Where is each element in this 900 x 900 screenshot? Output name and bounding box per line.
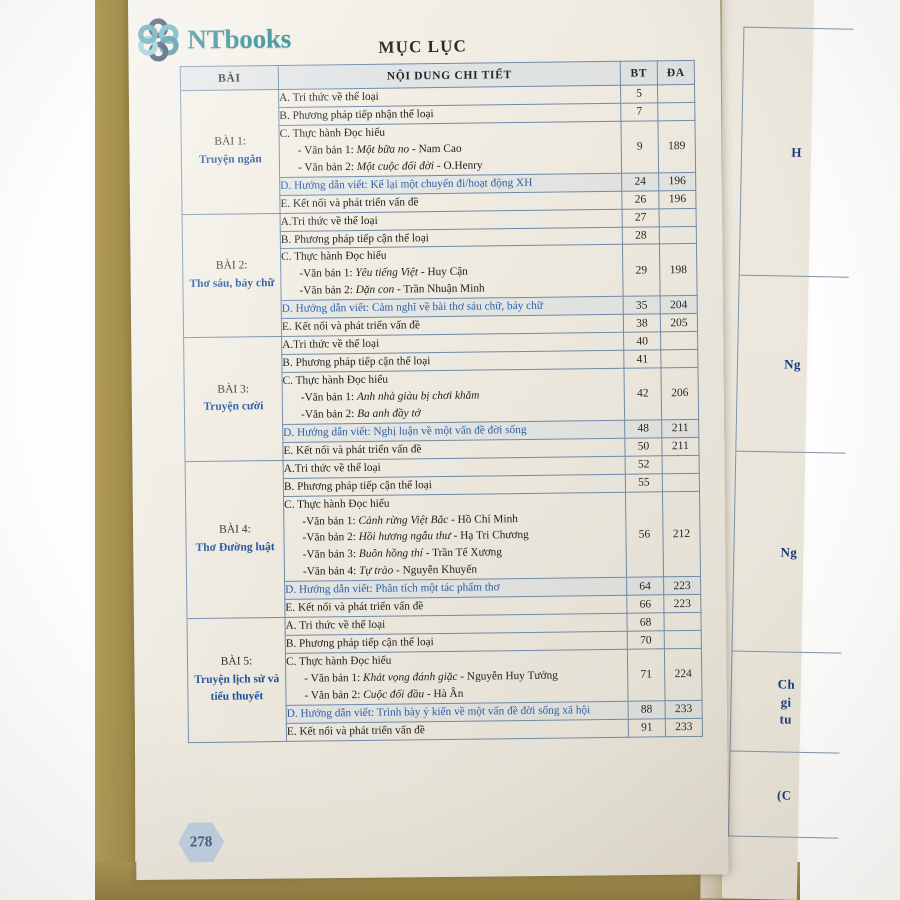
brand-name: NTbooks <box>187 22 292 54</box>
da-page-cell <box>662 455 700 474</box>
da-page-cell: 212 <box>662 490 701 578</box>
da-page-cell <box>664 630 702 649</box>
da-page-cell: 189 <box>657 120 696 173</box>
content-cell: C. Thực hành Đọc hiểu -Văn bản 1: Yêu tiế… <box>280 244 624 301</box>
right-page-fragment-text: Ch gi tu <box>777 676 796 727</box>
right-page-fragment-text: Ng <box>780 544 798 560</box>
bt-page-cell: 42 <box>623 367 662 421</box>
unit-name: Truyện ngắn <box>198 153 262 167</box>
bt-page-cell: 27 <box>622 208 660 227</box>
da-page-cell <box>660 331 698 350</box>
content-cell: C. Thực hành Đọc hiểu -Văn bản 1: Cảnh rừ… <box>283 491 627 582</box>
right-page-fragment-text: (C <box>776 787 792 803</box>
da-page-cell: 223 <box>663 576 701 595</box>
bt-page-cell: 50 <box>624 437 663 456</box>
right-page-fragment-text: Ng <box>784 356 801 372</box>
da-page-cell: 233 <box>665 718 703 737</box>
bt-page-cell: 41 <box>623 349 661 369</box>
brand-logo: NTbooks <box>136 16 292 62</box>
bt-page-cell: 70 <box>627 630 665 650</box>
column-header-bt: BT <box>620 60 658 86</box>
unit-cell: BÀI 5: Truyện lịch sử và tiểu thuyết <box>187 617 287 743</box>
unit-name: Truyện lịch sử và tiểu thuyết <box>194 672 280 704</box>
da-page-cell <box>659 207 697 227</box>
unit-cell: BÀI 4: Thơ Đường luật <box>185 460 285 619</box>
da-page-cell: 224 <box>664 648 703 701</box>
book-page-left: NTbooks MỤC LỤC BÀI NỘI DUNG CHI TIẾT BT… <box>128 0 729 880</box>
content-cell: C. Thực hành Đọc hiểu - Văn bản 1: Khát v… <box>285 649 629 706</box>
da-page-cell <box>660 349 698 368</box>
page-title: MỤC LỤC <box>378 36 468 57</box>
content-cell: E. Kết nối và phát triển vấn đề <box>286 719 629 742</box>
unit-number: BÀI 2: <box>215 259 248 272</box>
bt-page-cell: 66 <box>626 594 664 614</box>
da-page-cell: 196 <box>658 190 697 209</box>
bt-page-cell: 38 <box>623 314 661 333</box>
da-page-cell <box>657 102 695 121</box>
unit-cell: BÀI 3: Truyện cười <box>183 336 284 462</box>
unit-name: Truyện cười <box>203 400 264 414</box>
right-page-row-fragment: H <box>739 27 854 278</box>
da-page-cell: 198 <box>659 243 698 297</box>
bt-page-cell: 88 <box>628 700 666 720</box>
table-body: BÀI 1: Truyện ngắn A. Tri thức về thể loại… <box>180 84 703 743</box>
right-page-table: H Ng Ng Ch gi tu (C <box>727 26 854 840</box>
column-header-bai: BÀI <box>180 65 279 91</box>
bt-page-cell: 40 <box>623 331 661 351</box>
bt-page-cell: 29 <box>622 244 661 297</box>
flower-knot-logo-icon <box>136 18 180 62</box>
da-page-cell: 233 <box>665 700 703 719</box>
unit-number: BÀI 3: <box>217 382 250 396</box>
bt-page-cell: 5 <box>620 84 658 104</box>
da-page-cell: 206 <box>660 367 699 420</box>
bt-page-cell: 52 <box>625 455 663 474</box>
desk-surface-left <box>95 0 135 900</box>
right-page-row-fragment: (C <box>729 752 840 840</box>
da-page-cell: 211 <box>661 437 700 456</box>
bt-page-cell: 35 <box>623 296 661 315</box>
bt-page-cell: 48 <box>624 419 662 439</box>
unit-cell: BÀI 1: Truyện ngắn <box>180 89 281 215</box>
da-page-cell: 204 <box>660 295 698 315</box>
unit-name: Thơ Đường luật <box>195 540 275 554</box>
unit-number: BÀI 5: <box>220 655 253 668</box>
unit-number: BÀI 4: <box>219 523 251 536</box>
right-page-row-fragment: Ng <box>732 451 846 654</box>
bt-page-cell: 71 <box>627 648 666 702</box>
da-page-cell: 223 <box>663 594 701 613</box>
column-header-da: ĐA <box>657 60 695 85</box>
bt-page-cell: 55 <box>625 473 663 492</box>
da-page-cell: 196 <box>658 172 696 191</box>
unit-number: BÀI 1: <box>214 135 247 149</box>
right-page-row-fragment: Ch gi tu <box>730 651 842 754</box>
da-page-cell: 211 <box>661 419 699 438</box>
bt-page-cell: 7 <box>620 102 658 122</box>
bt-page-cell: 56 <box>625 491 664 578</box>
right-page-fragment-text: H <box>791 144 802 160</box>
content-cell: C. Thực hành Đọc hiểu -Văn bản 1: Anh nhà… <box>282 368 625 425</box>
da-page-cell <box>663 612 702 631</box>
bt-page-cell: 64 <box>626 577 664 596</box>
bt-page-cell: 28 <box>622 226 660 245</box>
right-page-row-fragment: Ng <box>736 275 849 454</box>
bt-page-cell: 9 <box>620 120 659 173</box>
bt-page-cell: 24 <box>621 172 659 191</box>
da-page-cell <box>662 472 700 492</box>
bt-page-cell: 91 <box>628 718 666 737</box>
da-page-cell <box>659 225 697 245</box>
bt-page-cell: 26 <box>621 190 660 209</box>
bt-page-cell: 68 <box>626 612 665 632</box>
unit-cell: BÀI 2: Thơ sáu, bảy chữ <box>182 213 282 338</box>
page-number-badge: 278 <box>178 822 225 863</box>
da-page-cell: 205 <box>660 313 698 332</box>
background-left <box>0 0 96 900</box>
table-of-contents: BÀI NỘI DUNG CHI TIẾT BT ĐA BÀI 1: Truyện… <box>180 60 703 743</box>
unit-name: Thơ sáu, bảy chữ <box>189 276 275 290</box>
content-main-text: E. Kết nối và phát triển vấn đề <box>286 723 425 738</box>
background-right <box>800 0 900 900</box>
da-page-cell <box>657 84 695 103</box>
content-cell: C. Thực hành Đọc hiểu - Văn bản 1: Một bữ… <box>278 121 622 178</box>
